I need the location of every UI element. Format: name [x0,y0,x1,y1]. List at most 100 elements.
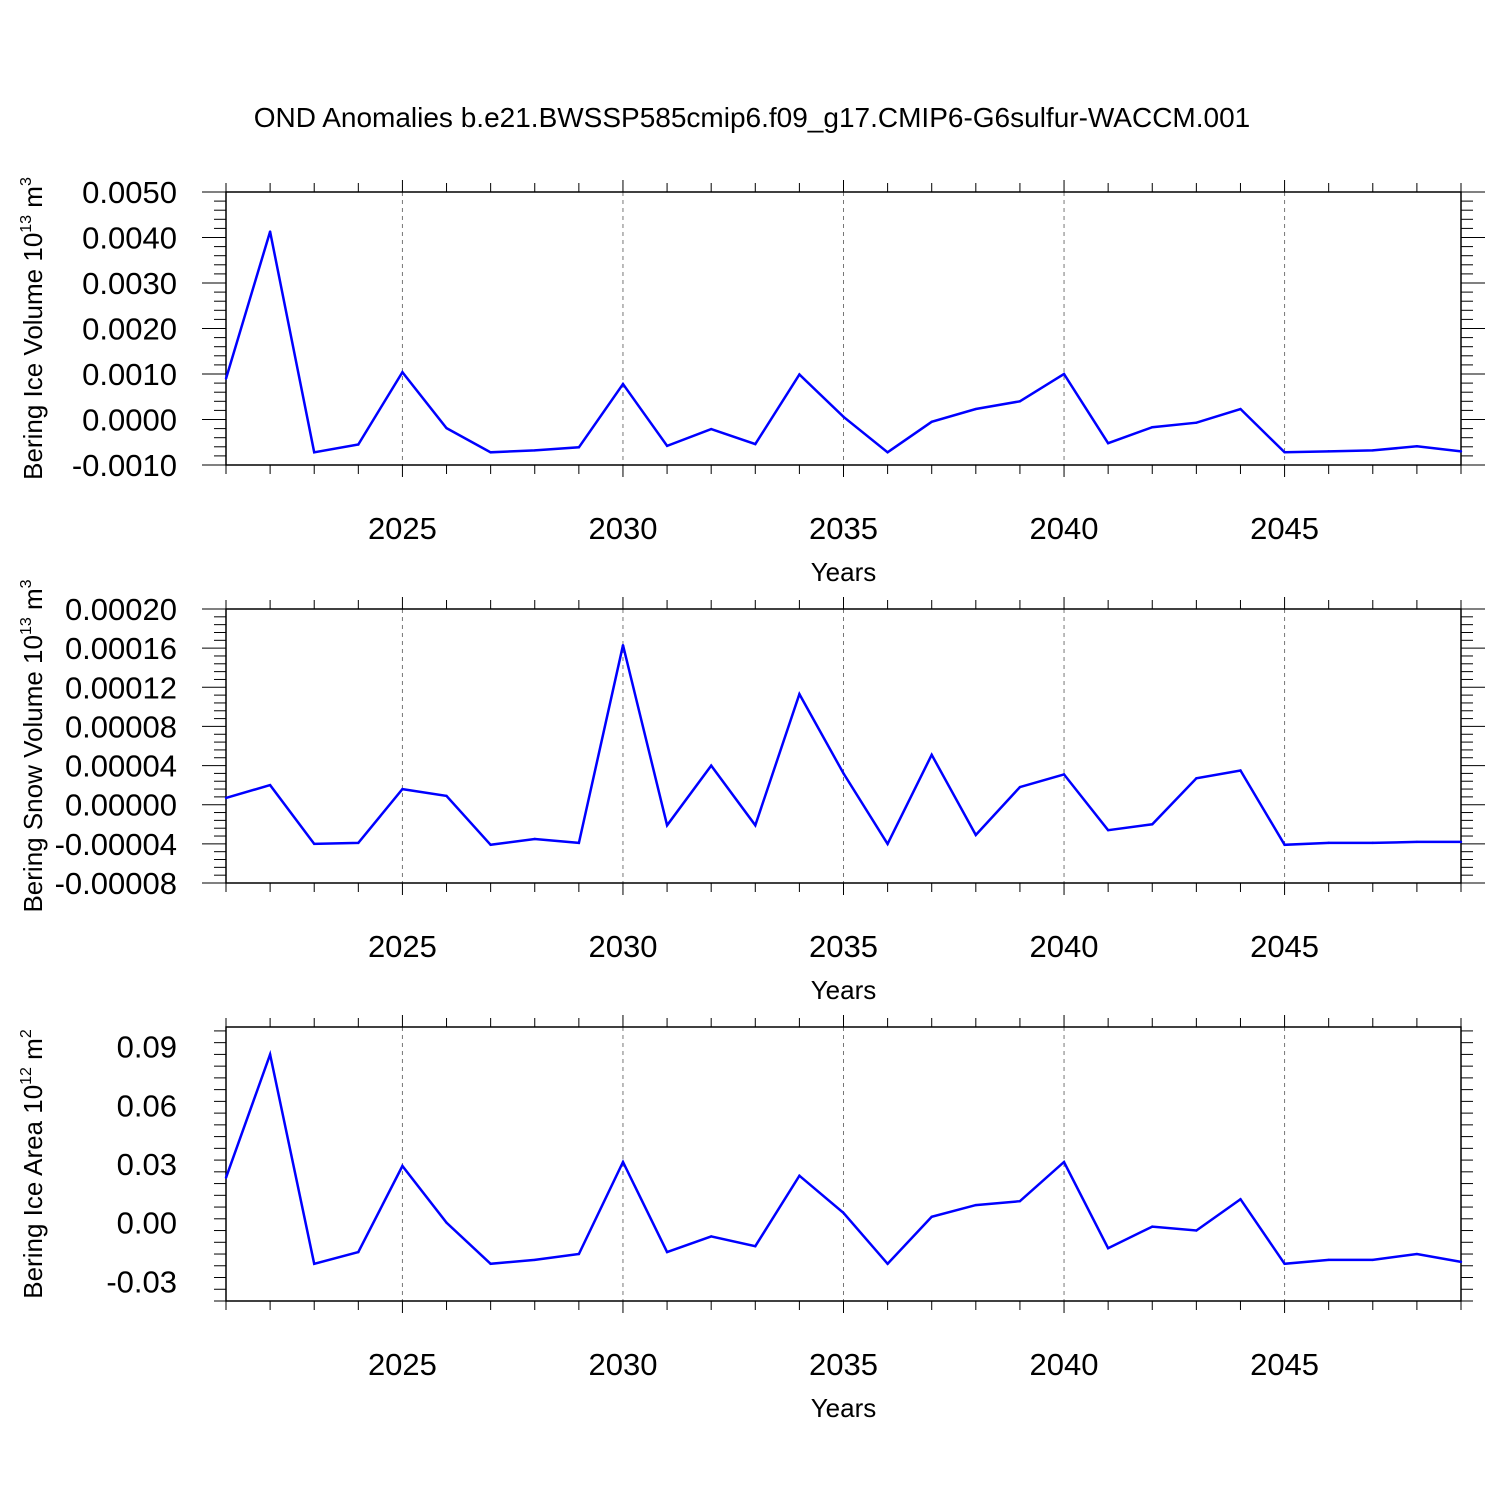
y-tick-label: 0.0050 [82,175,177,210]
data-point [798,692,801,696]
y-tick-label: -0.0010 [72,448,177,483]
data-point [1327,1258,1330,1262]
data-point [268,230,272,233]
data-point [401,370,404,374]
data-point [621,644,625,647]
data-point [621,1160,625,1164]
data-point [1195,1229,1198,1232]
data-point [621,382,625,386]
data-point [357,443,360,446]
y-tick-label: 0.00000 [65,788,177,823]
data-point [533,837,536,841]
data-point [1062,372,1066,376]
data-point [665,1250,669,1254]
data-point [842,772,845,775]
data-point [842,1211,845,1215]
y-tick-label: 0.0040 [82,221,177,256]
data-point [665,444,669,448]
chart-panel-1: 2025 2030 2035 2040 2045 -0.0010 0.0000 0.0010 0… [18,175,1485,587]
data-point [1327,841,1330,845]
data-point [445,1221,448,1224]
data-point [489,843,492,847]
data-point [1151,426,1154,429]
x-tick-label: 2030 [588,1347,657,1382]
data-point [1371,449,1374,452]
chart-panel-2: 2025 2030 2035 2040 2045 -0.00008 -0.00004 0.00… [18,579,1485,1005]
y-axis-label-exponent: 13 [18,617,35,635]
y-tick-label: 0.00 [117,1206,177,1241]
data-point [1062,773,1066,776]
x-axis-label: Years [811,1393,877,1423]
data-point [886,1262,889,1266]
data-point [1415,445,1419,448]
data-point [1459,840,1463,844]
data-point [1062,1160,1066,1164]
data-point [357,841,360,845]
data-point [313,1262,316,1266]
y-tick-label: 0.06 [117,1088,177,1123]
x-tick-label: 2035 [809,1347,878,1382]
data-point [974,407,978,411]
y-tick-label: 0.00020 [65,592,177,627]
data-point [313,451,316,454]
data-point [886,842,889,846]
data-point [1018,400,1022,403]
y-tick-label: 0.09 [117,1030,177,1065]
data-point [930,1215,933,1219]
data-point [445,426,448,430]
data-point [1415,840,1419,844]
y-tick-label: 0.0000 [82,403,177,438]
x-tick-label: 2040 [1030,1347,1099,1382]
y-axis-label-exponent: 13 [18,215,35,233]
data-point [489,451,492,454]
data-point [577,841,581,845]
data-point [1371,841,1374,845]
data-point [665,824,669,827]
data-point [1106,1246,1110,1250]
x-tick-label: 2045 [1250,929,1319,964]
y-tick-label: 0.0020 [82,312,177,347]
y-axis-label-unit: m [18,588,48,617]
y-axis-label: Bering Ice Area 1012 m2 [18,1029,48,1299]
data-point [1459,450,1463,453]
data-point [754,824,757,827]
data-point [886,451,889,454]
data-point [842,415,845,418]
data-point [401,787,404,791]
data-point [1018,785,1022,789]
x-tick-label: 2035 [809,511,878,546]
data-point [930,753,933,757]
x-tick-label: 2045 [1250,1347,1319,1382]
data-point [709,764,713,767]
y-axis-label-unit-exponent: 3 [18,177,35,186]
data-point [577,1252,581,1256]
x-tick-label: 2025 [368,511,437,546]
data-point [709,1235,713,1238]
data-point [1018,1199,1022,1203]
data-point [401,1164,404,1168]
data-point [974,833,978,837]
y-axis-label: Bering Snow Volume 1013 m3 [18,579,48,912]
data-point [1239,769,1242,772]
y-tick-label: 0.00004 [65,749,177,784]
data-point [1151,1225,1154,1228]
data-point [1239,407,1242,411]
y-tick-label: 0.0010 [82,357,177,392]
x-tick-label: 2035 [809,929,878,964]
data-point [754,442,757,446]
y-tick-label: 0.00008 [65,709,177,744]
data-point [1151,823,1154,826]
data-point [709,427,713,431]
x-tick-label: 2030 [588,511,657,546]
x-axis-label: Years [811,975,877,1005]
data-point [357,1250,360,1254]
data-point [489,1262,492,1266]
y-tick-label: 0.00016 [65,631,177,666]
data-point [313,842,316,846]
y-tick-label: -0.00004 [55,827,177,862]
y-axis-label-prefix: Bering Ice Volume 10 [18,233,48,480]
data-point [798,373,801,376]
data-point [1415,1252,1419,1256]
y-tick-label: 0.03 [117,1147,177,1182]
